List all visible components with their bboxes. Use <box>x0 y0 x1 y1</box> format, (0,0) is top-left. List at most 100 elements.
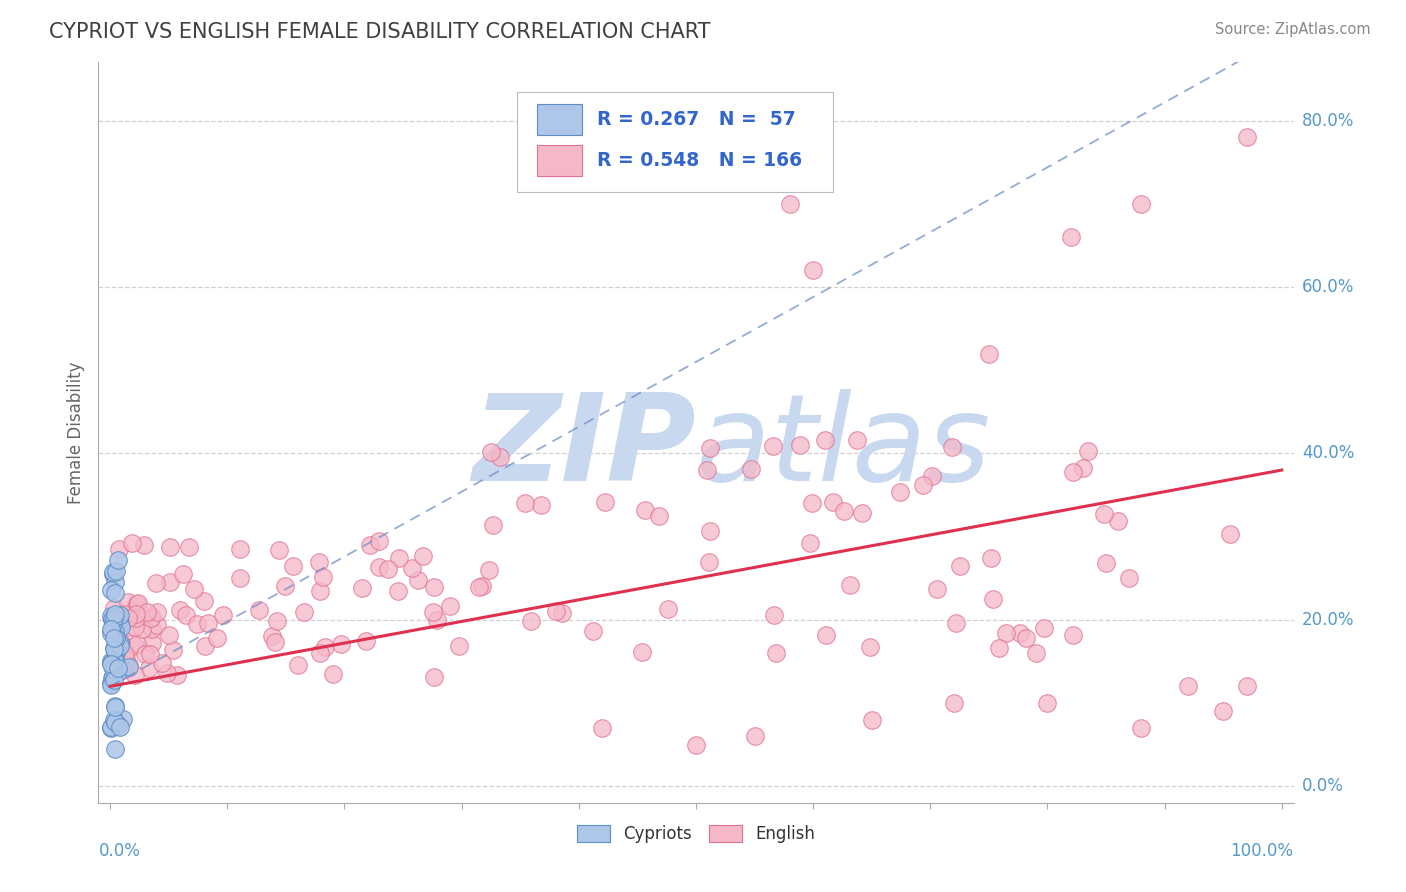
Point <box>111 663 134 677</box>
Point <box>801 263 824 277</box>
Point <box>194 639 217 653</box>
Text: 100.0%: 100.0% <box>1230 842 1294 860</box>
Point <box>322 667 344 681</box>
Point <box>309 583 332 598</box>
Point <box>367 533 389 548</box>
Point <box>100 678 122 692</box>
Point <box>648 509 671 524</box>
Point <box>101 567 124 582</box>
Point <box>329 637 352 651</box>
Point <box>117 595 139 609</box>
Point <box>482 517 505 532</box>
Point <box>104 715 127 730</box>
Point <box>124 600 146 615</box>
Point <box>889 484 911 499</box>
Point <box>100 720 122 734</box>
Point <box>1060 230 1083 244</box>
Point <box>281 558 304 573</box>
Text: Source: ZipAtlas.com: Source: ZipAtlas.com <box>1215 22 1371 37</box>
Point <box>312 570 335 584</box>
Point <box>101 615 124 630</box>
Point <box>134 647 156 661</box>
FancyBboxPatch shape <box>517 92 834 192</box>
Point <box>851 506 873 520</box>
Legend: Cypriots, English: Cypriots, English <box>569 819 823 850</box>
Point <box>267 543 290 558</box>
Point <box>103 601 125 615</box>
Point <box>530 498 553 512</box>
Point <box>1095 556 1118 570</box>
Point <box>247 603 270 617</box>
Point <box>212 607 235 622</box>
Point <box>367 560 389 574</box>
Point <box>994 626 1017 640</box>
FancyBboxPatch shape <box>537 103 582 135</box>
Point <box>314 640 336 654</box>
FancyBboxPatch shape <box>537 145 582 177</box>
Point <box>162 643 184 657</box>
Point <box>1118 571 1140 585</box>
Point <box>108 611 131 625</box>
Point <box>115 652 138 666</box>
Point <box>124 668 146 682</box>
Point <box>172 566 194 581</box>
Point <box>100 657 122 672</box>
Text: R = 0.548   N = 166: R = 0.548 N = 166 <box>596 152 801 170</box>
Point <box>103 631 125 645</box>
Point <box>127 596 149 610</box>
Point <box>131 622 153 636</box>
Text: 0.0%: 0.0% <box>98 842 141 860</box>
Point <box>1032 621 1054 635</box>
Point <box>377 562 399 576</box>
Point <box>103 714 125 728</box>
Point <box>101 668 124 682</box>
Point <box>159 574 181 589</box>
Point <box>799 535 821 549</box>
Point <box>582 624 605 639</box>
Point <box>439 599 461 614</box>
Point <box>101 671 124 685</box>
Point <box>108 640 131 654</box>
Point <box>125 637 148 651</box>
Point <box>100 582 122 597</box>
Point <box>467 580 489 594</box>
Point <box>815 628 838 642</box>
Point <box>100 612 122 626</box>
Point <box>471 578 494 592</box>
Point <box>513 496 536 510</box>
Point <box>1015 631 1038 645</box>
Point <box>846 433 869 447</box>
Point <box>948 558 970 573</box>
Point <box>762 439 785 453</box>
Point <box>789 437 811 451</box>
Point <box>145 605 167 619</box>
Point <box>108 656 131 670</box>
Point <box>551 606 574 620</box>
Point <box>104 632 127 647</box>
Point <box>274 579 297 593</box>
Point <box>100 626 122 640</box>
Point <box>159 541 181 555</box>
Point <box>657 601 679 615</box>
Point <box>634 503 657 517</box>
Point <box>423 581 446 595</box>
Point <box>118 660 141 674</box>
Text: 80.0%: 80.0% <box>1302 112 1354 129</box>
Point <box>1177 679 1199 693</box>
Point <box>125 611 148 625</box>
Text: 0.0%: 0.0% <box>1302 777 1344 795</box>
Point <box>422 670 444 684</box>
Point <box>122 639 145 653</box>
Point <box>1071 461 1094 475</box>
Point <box>103 642 125 657</box>
Point <box>104 699 127 714</box>
Point <box>308 556 330 570</box>
Point <box>942 696 965 710</box>
Point <box>107 541 129 556</box>
Point <box>174 607 197 622</box>
Point <box>105 631 128 645</box>
Y-axis label: Female Disability: Female Disability <box>67 361 86 504</box>
Point <box>699 524 721 538</box>
Point <box>1236 130 1258 145</box>
Point <box>266 615 288 629</box>
